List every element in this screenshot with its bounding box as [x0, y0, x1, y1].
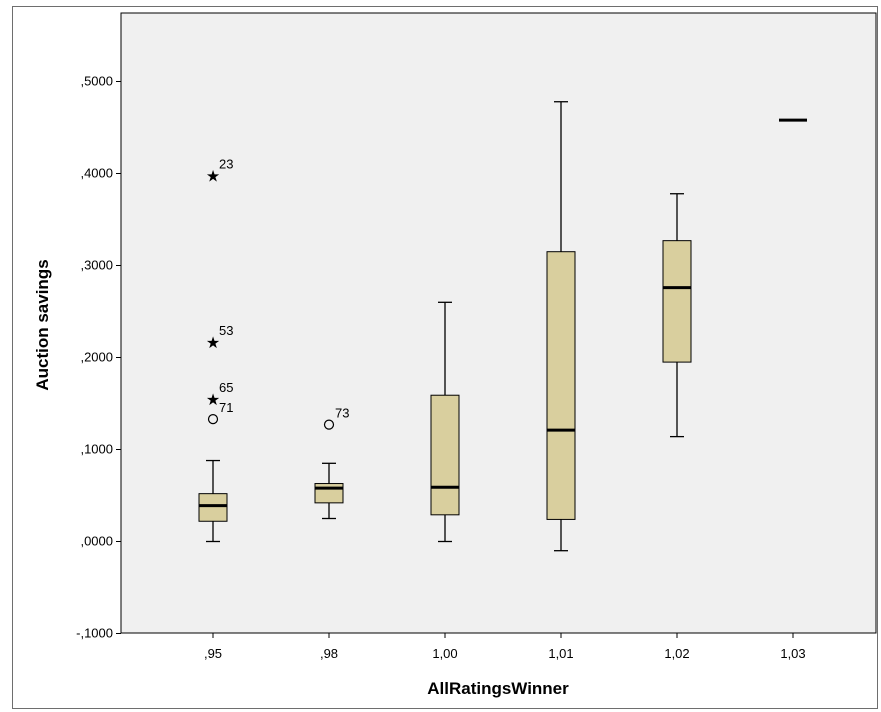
y-tick-label: ,2000	[80, 350, 113, 365]
x-tick-label: 1,03	[780, 646, 805, 661]
plot-area	[120, 12, 877, 634]
x-tick-label: 1,01	[548, 646, 573, 661]
y-axis: -,1000 ,0000 ,1000 ,2000 ,3000 ,4000 ,5000	[76, 74, 121, 641]
outlier-label: 73	[335, 406, 349, 421]
x-axis-title: AllRatingsWinner	[427, 679, 569, 698]
y-tick-label: ,3000	[80, 258, 113, 273]
y-tick-label: ,5000	[80, 74, 113, 89]
x-tick-label: 1,00	[432, 646, 457, 661]
iqr-box	[662, 240, 692, 363]
iqr-box	[546, 251, 576, 520]
outlier-marker	[207, 414, 219, 425]
x-tick-label: 1,02	[664, 646, 689, 661]
x-tick-label: ,98	[320, 646, 338, 661]
outlier-marker	[323, 419, 335, 430]
extreme-outlier-marker: ★	[206, 335, 220, 352]
y-tick-label: ,4000	[80, 166, 113, 181]
x-tick-label: ,95	[204, 646, 222, 661]
y-tick-label: ,1000	[80, 442, 113, 457]
outlier-label: 23	[219, 156, 233, 171]
outlier-label: 65	[219, 380, 233, 395]
outlier-label: 71	[219, 400, 233, 415]
iqr-box	[198, 493, 228, 522]
box-group	[198, 101, 807, 552]
iqr-box	[430, 394, 460, 516]
y-tick-label: ,0000	[80, 534, 113, 549]
outlier-label: 53	[219, 323, 233, 338]
x-axis: ,95 ,98 1,00 1,01 1,02 1,03	[204, 633, 806, 661]
iqr-box	[314, 483, 344, 504]
y-tick-label: -,1000	[76, 626, 113, 641]
y-axis-title: Auction savings	[33, 259, 52, 390]
extreme-outlier-marker: ★	[206, 168, 220, 185]
extreme-outlier-marker: ★	[206, 392, 220, 409]
